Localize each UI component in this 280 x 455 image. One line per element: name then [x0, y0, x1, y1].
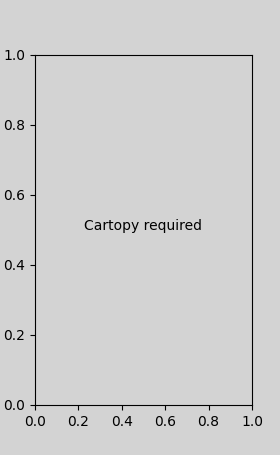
- Text: Cartopy required: Cartopy required: [85, 219, 202, 233]
